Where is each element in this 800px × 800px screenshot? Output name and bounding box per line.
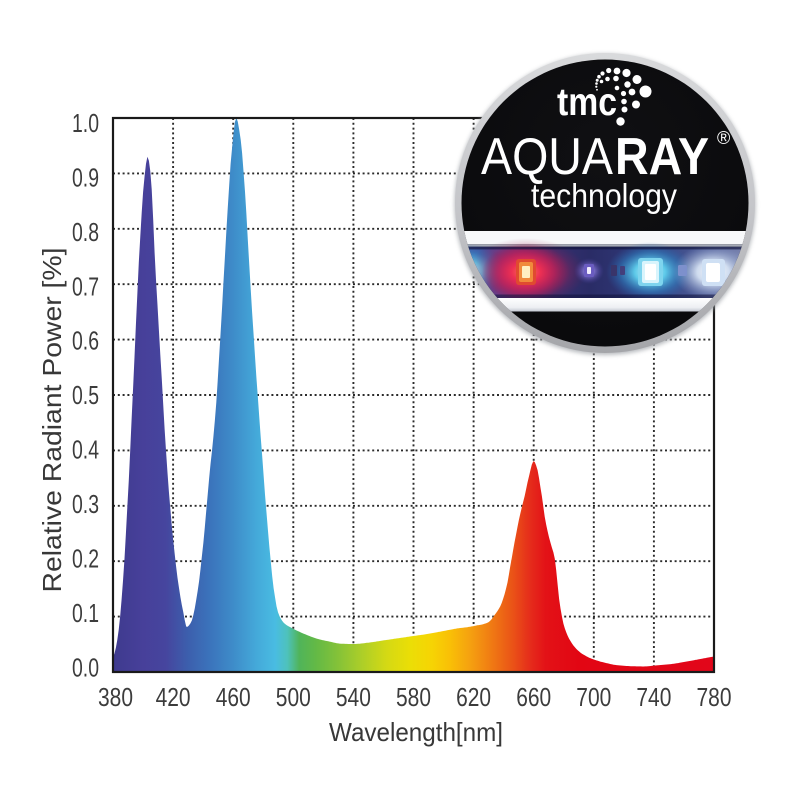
svg-text:0.5: 0.5 [72,380,99,410]
svg-text:Relative Radiant Power [%]: Relative Radiant Power [%] [37,248,67,593]
svg-text:0.3: 0.3 [72,489,99,519]
svg-text:580: 580 [396,682,431,712]
svg-text:780: 780 [697,682,732,712]
svg-text:1.0: 1.0 [72,108,99,138]
svg-text:0.2: 0.2 [72,543,99,573]
svg-text:380: 380 [98,682,133,712]
svg-text:Wavelength[nm]: Wavelength[nm] [329,717,503,747]
svg-text:technology: technology [531,177,677,214]
svg-text:500: 500 [276,682,311,712]
svg-text:700: 700 [576,682,611,712]
svg-text:740: 740 [636,682,671,712]
svg-text:0.6: 0.6 [72,326,99,356]
svg-text:660: 660 [516,682,551,712]
svg-text:tmc: tmc [557,81,617,124]
svg-text:540: 540 [336,682,371,712]
svg-text:0.7: 0.7 [72,271,99,301]
svg-text:460: 460 [216,682,251,712]
svg-text:620: 620 [456,682,491,712]
svg-text:0.8: 0.8 [72,217,99,247]
svg-text:0.0: 0.0 [72,652,99,682]
svg-text:AQUA: AQUA [481,127,614,185]
svg-text:RAY: RAY [615,127,709,185]
svg-text:®: ® [717,128,730,148]
svg-text:420: 420 [156,682,191,712]
svg-text:0.4: 0.4 [72,435,99,465]
svg-text:0.9: 0.9 [72,162,99,192]
svg-text:0.1: 0.1 [72,598,99,628]
